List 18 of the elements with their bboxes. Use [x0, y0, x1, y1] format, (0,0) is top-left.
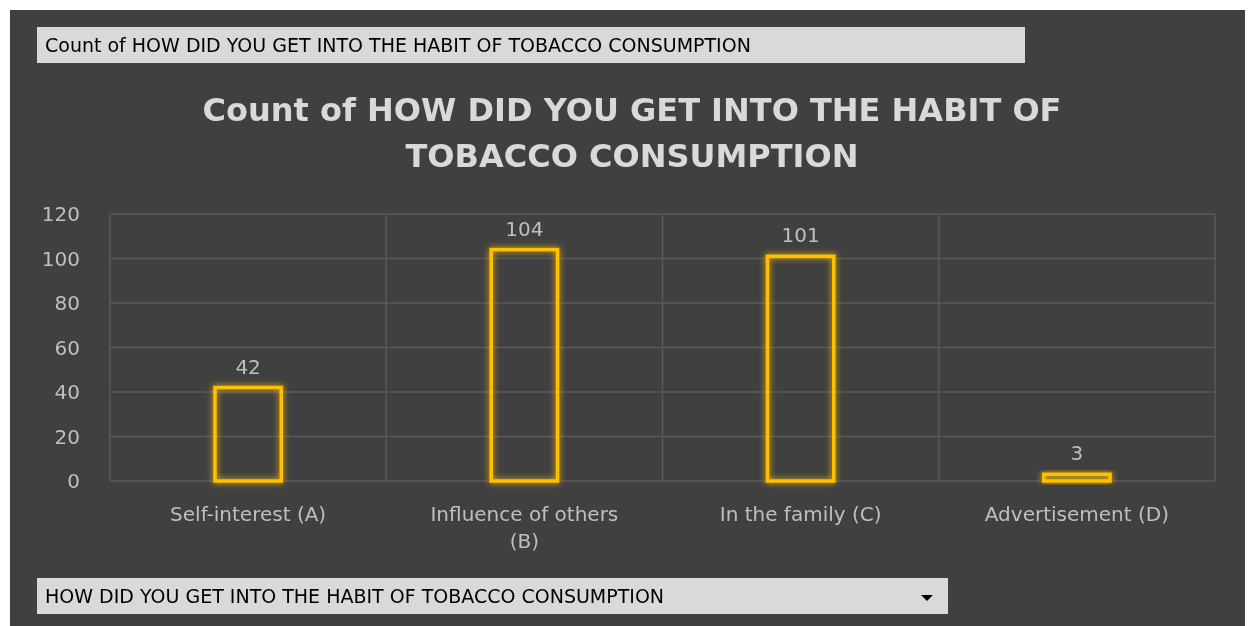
y-tick-label: 20: [54, 424, 80, 449]
y-tick-label: 40: [54, 380, 80, 404]
x-tick-label: In the family (C): [719, 502, 882, 526]
x-tick-label: Influence of others (B): [430, 502, 619, 553]
chart-title: Count of HOW DID YOU GET INTO THE HABIT OF TOBACCO CONSUMPTION: [202, 91, 1062, 175]
data-label: 104: [505, 216, 544, 241]
text: HOW DID YOU GET INTO THE HABIT OF TOBACCO CONSUMPTION: [45, 585, 665, 607]
data-label: 3: [1070, 441, 1084, 466]
text: Count of HOW DID YOU GET INTO THE HABIT OF TOBACCO CONSUMPTION: [45, 34, 751, 56]
data-label: 101: [781, 223, 820, 248]
x-tick-label: Self-interest (A): [170, 502, 327, 526]
y-tick-label: 60: [54, 335, 80, 360]
y-tick-label: 120: [41, 202, 80, 226]
data-label: 42: [235, 354, 261, 379]
y-tick-label: 0: [67, 469, 80, 493]
y-tick-label: 100: [41, 246, 80, 271]
y-tick-label: 80: [54, 291, 80, 315]
x-tick-label: Advertisement (D): [984, 502, 1169, 526]
